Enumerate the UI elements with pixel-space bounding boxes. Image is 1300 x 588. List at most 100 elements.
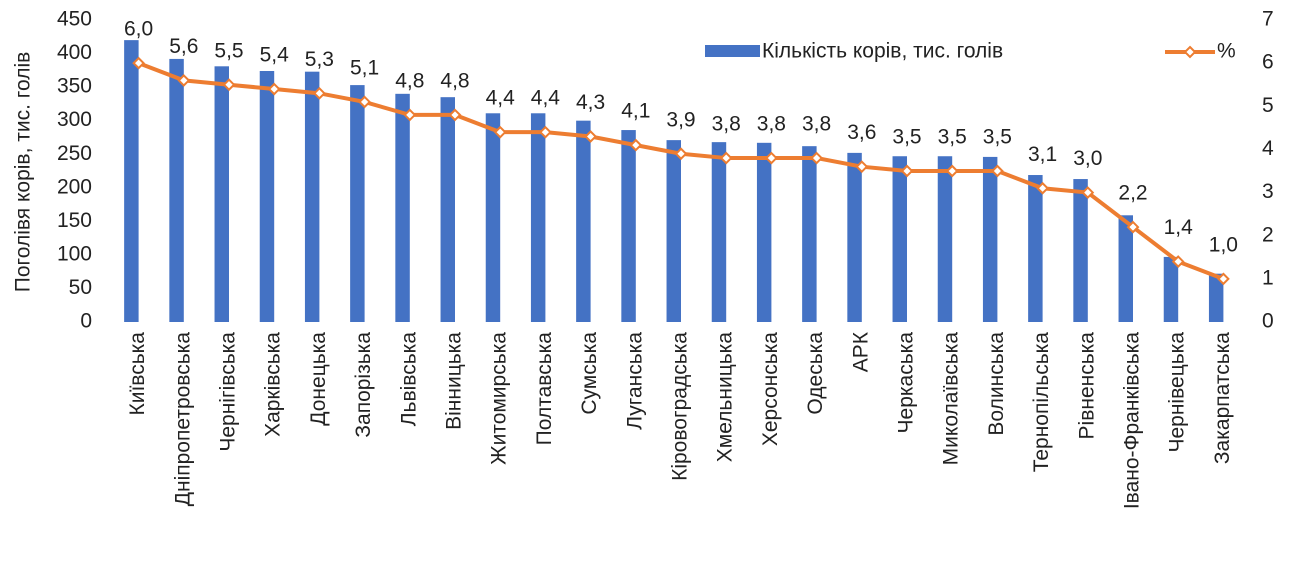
x-tick-label: Херсонська <box>759 332 782 446</box>
x-tick-label: Дніпропетровська <box>171 332 194 507</box>
x-tick-label: Рівненська <box>1075 332 1098 440</box>
x-tick-label: Івано-Франківська <box>1121 332 1144 509</box>
data-label: 4,4 <box>486 87 516 110</box>
y-tick-label: 400 <box>57 41 92 64</box>
bar <box>1028 175 1043 322</box>
x-tick-label: Львівська <box>397 332 420 427</box>
y2-tick-label: 6 <box>1262 51 1274 74</box>
line-marker <box>448 108 462 122</box>
y-tick-label: 0 <box>80 310 92 333</box>
data-label: 3,5 <box>892 126 921 149</box>
x-tick-label: Київська <box>126 332 149 416</box>
bar <box>802 146 817 322</box>
line-marker <box>990 164 1004 178</box>
line-marker <box>403 108 417 122</box>
x-tick-label: Вінницька <box>443 332 466 430</box>
line-marker <box>719 151 733 165</box>
bar <box>259 71 275 322</box>
x-tick-label: Чернівецька <box>1166 332 1189 453</box>
y2-tick-label: 0 <box>1262 310 1274 333</box>
data-label: 3,1 <box>1028 143 1057 166</box>
x-tick-label: Черкаська <box>895 332 918 434</box>
line-marker <box>629 138 643 152</box>
legend-label: Кількість корів, тис. голів <box>762 40 1003 63</box>
bar <box>1208 273 1224 322</box>
y2-tick-label: 3 <box>1262 180 1274 203</box>
data-label: 5,5 <box>214 39 243 62</box>
data-label: 3,5 <box>938 126 967 149</box>
legend-label: % <box>1217 40 1236 63</box>
bar <box>892 156 907 322</box>
data-label: 3,8 <box>712 113 741 136</box>
y-tick-label: 450 <box>57 8 92 31</box>
bar <box>1073 179 1088 322</box>
y-tick-label: 250 <box>57 142 92 165</box>
y-tick-label: 350 <box>57 75 92 98</box>
bar <box>937 156 953 322</box>
bar <box>350 85 365 322</box>
line-marker <box>222 78 236 92</box>
data-label: 1,0 <box>1209 233 1238 256</box>
y2-tick-label: 1 <box>1262 266 1274 289</box>
x-tick-label: Донецька <box>307 332 330 426</box>
y2-tick-label: 4 <box>1262 137 1274 160</box>
x-tick-label: Тернопільська <box>1030 332 1053 473</box>
x-tick-label: Сумська <box>578 332 601 415</box>
data-label: 3,8 <box>757 113 786 136</box>
data-label: 5,6 <box>169 35 198 58</box>
data-label: 5,4 <box>260 44 290 67</box>
line-marker <box>538 125 552 139</box>
line-marker <box>177 73 191 87</box>
line-marker <box>1036 181 1050 195</box>
line-marker <box>810 151 824 165</box>
x-tick-label: АРК <box>849 331 872 372</box>
data-label: 2,2 <box>1118 182 1147 205</box>
data-label: 5,3 <box>305 48 334 71</box>
data-label: 6,0 <box>124 18 153 41</box>
line-marker <box>132 56 146 70</box>
bar <box>395 93 410 322</box>
bar <box>711 142 727 322</box>
line-marker <box>358 95 372 109</box>
bar <box>530 113 546 322</box>
bar <box>124 40 139 323</box>
bar <box>576 120 591 323</box>
y-tick-label: 300 <box>57 108 92 131</box>
line-marker <box>1081 186 1095 199</box>
bar <box>304 71 320 322</box>
x-tick-label: Закарпатська <box>1211 332 1234 464</box>
legend-marker <box>1183 45 1197 59</box>
data-label: 4,4 <box>531 87 561 110</box>
line-marker <box>764 151 778 165</box>
bar <box>621 130 636 322</box>
data-label: 1,4 <box>1164 216 1194 239</box>
y2-tick-label: 7 <box>1262 8 1274 31</box>
y2-tick-label: 2 <box>1262 223 1274 246</box>
line-marker <box>945 164 959 178</box>
line-marker <box>1216 272 1230 286</box>
bar <box>214 66 229 322</box>
line-marker <box>674 147 688 161</box>
data-label: 4,3 <box>576 91 605 114</box>
x-tick-label: Полтавська <box>533 332 556 446</box>
data-label: 4,8 <box>395 69 424 92</box>
bar <box>666 140 681 322</box>
y-tick-label: 150 <box>57 209 92 232</box>
data-label: 4,8 <box>440 69 469 92</box>
data-label: 5,1 <box>350 57 379 80</box>
x-tick-label: Луганська <box>623 332 646 430</box>
y-axis-title: Поголівя корів, тис. голів <box>12 52 35 293</box>
bar <box>982 156 998 322</box>
bar <box>1163 256 1179 322</box>
data-label: 3,6 <box>847 121 876 144</box>
data-label: 4,1 <box>621 100 650 123</box>
x-tick-label: Кіровоградська <box>669 332 692 481</box>
x-tick-label: Волинська <box>985 332 1008 436</box>
y2-tick-label: 5 <box>1262 94 1274 117</box>
x-tick-label: Чернігівська <box>217 332 240 452</box>
data-label: 3,0 <box>1073 147 1102 170</box>
bar <box>169 58 184 323</box>
x-tick-label: Харківська <box>262 332 285 437</box>
bar <box>485 113 501 322</box>
